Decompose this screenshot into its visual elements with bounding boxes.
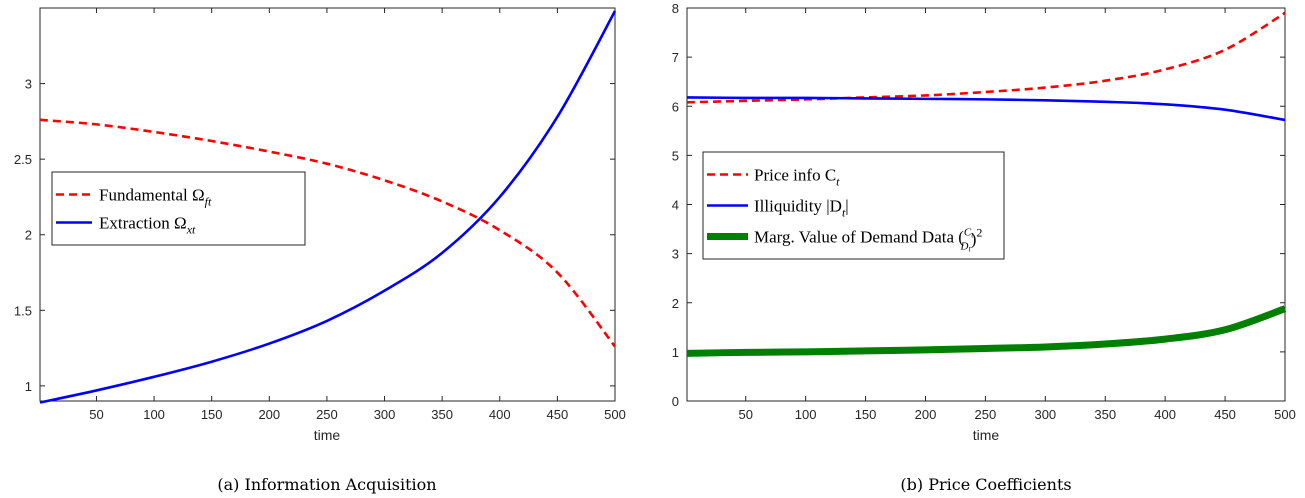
legend-label-1: Fundamental Ωft <box>99 186 212 209</box>
legend-label-3: Marg. Value of Demand Data (Ct Dt)2 <box>754 226 982 254</box>
x-tick-label: 250 <box>975 407 997 422</box>
y-tick-label: 8 <box>672 1 679 16</box>
series-line-2 <box>39 10 617 404</box>
x-tick-label: 200 <box>258 407 280 422</box>
series-line-3 <box>686 305 1287 357</box>
x-tick-label: 250 <box>316 407 338 422</box>
y-tick-label: 2 <box>672 296 679 311</box>
legend-a: Fundamental Ωft Extraction Ωxt <box>51 171 306 246</box>
panel-a: 50 100 150 200 250 300 350 400 450 500 1 1.5 2 2.5 3 t… <box>14 7 626 494</box>
y-tick-label: 3 <box>25 77 32 92</box>
y-tick-label: 2 <box>25 228 32 243</box>
y-tick-label: 7 <box>672 50 679 65</box>
x-tick-label: 100 <box>795 407 817 422</box>
y-tick-label: 4 <box>672 198 679 213</box>
y-tick-label: 1.5 <box>14 303 32 318</box>
x-axis-label-a: time <box>314 427 341 443</box>
x-tick-label: 400 <box>1154 407 1176 422</box>
axes-a: 50 100 150 200 250 300 350 400 450 500 1 1.5 2 2.5 3 <box>14 8 626 422</box>
y-tick-label: 6 <box>672 99 679 114</box>
legend-label-2: Extraction Ωxt <box>99 214 196 237</box>
x-tick-label: 350 <box>1094 407 1116 422</box>
series-group-a <box>39 10 617 404</box>
x-tick-label: 500 <box>604 407 626 422</box>
series-group-b <box>686 11 1287 357</box>
series-line-2 <box>686 96 1286 122</box>
x-tick-label: 450 <box>1214 407 1236 422</box>
series-line-1 <box>39 118 617 348</box>
axes-b: 50 100 150 200 250 300 350 400 450 500 0 1 2 3 4 5 6 7 8 <box>672 1 1296 422</box>
x-tick-label: 100 <box>143 407 165 422</box>
legend-label-1: Price info Ct <box>754 166 840 189</box>
x-tick-label: 150 <box>855 407 877 422</box>
caption-a: (a) Information Acquisition <box>217 475 436 494</box>
x-tick-label: 300 <box>1034 407 1056 422</box>
x-axis-label-b: time <box>973 427 1000 443</box>
x-tick-label: 300 <box>374 407 396 422</box>
y-tick-label: 1 <box>25 379 32 394</box>
caption-b: (b) Price Coefficients <box>900 475 1071 494</box>
legend-box <box>702 151 1005 260</box>
x-tick-label: 450 <box>547 407 569 422</box>
x-tick-label: 50 <box>89 407 103 422</box>
legend-box <box>51 171 306 246</box>
legend-label-2: Illiquidity |Dt| <box>754 197 849 220</box>
y-tick-label: 1 <box>672 345 679 360</box>
x-tick-label: 150 <box>201 407 223 422</box>
y-tick-label: 5 <box>672 148 679 163</box>
x-tick-label: 50 <box>738 407 752 422</box>
y-tick-label: 3 <box>672 247 679 262</box>
y-tick-label: 0 <box>672 394 679 409</box>
y-tick-label: 2.5 <box>14 152 32 167</box>
x-tick-label: 200 <box>915 407 937 422</box>
x-tick-label: 400 <box>489 407 511 422</box>
legend-b: Price info Ct Illiquidity |Dt| Marg. Value… <box>702 151 1005 260</box>
x-tick-label: 500 <box>1274 407 1296 422</box>
x-tick-label: 350 <box>431 407 453 422</box>
